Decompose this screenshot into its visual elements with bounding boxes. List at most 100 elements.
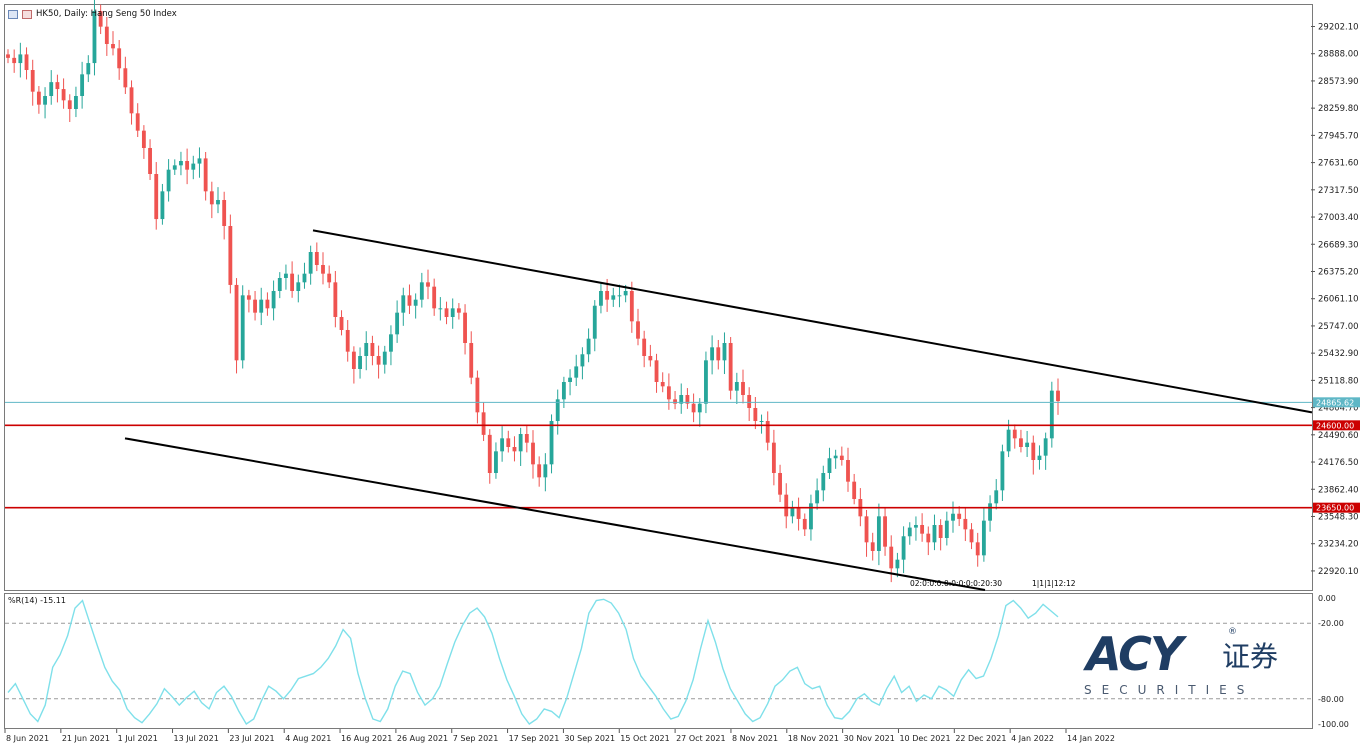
candle-body (1006, 429, 1011, 452)
candle-body (907, 527, 912, 537)
candle-body (876, 516, 881, 551)
candle-body (642, 338, 647, 356)
price-tick-label: 26689.30 (1318, 240, 1359, 250)
candle-body (450, 308, 455, 317)
candle-body (487, 434, 492, 473)
candle-body (481, 412, 486, 435)
candle-body (623, 291, 628, 296)
candle-body (537, 464, 542, 478)
date-tick-label: 15 Oct 2021 (620, 734, 669, 743)
candle-body (617, 295, 622, 297)
candle-body (1037, 455, 1042, 460)
price-tick-label: 26061.10 (1318, 295, 1359, 305)
oscillator-tick-label: -80.00 (1318, 695, 1344, 704)
acy-securities-logo: ACY ® 证券 SECURITIES (1084, 625, 1294, 705)
candle-body (67, 100, 72, 109)
date-tick-label: 30 Sep 2021 (564, 734, 615, 743)
candle-body (889, 546, 894, 569)
candle-body (92, 11, 97, 64)
candle-body (36, 91, 41, 105)
candle-body (253, 299, 257, 313)
candle-body (846, 460, 850, 482)
price-tick-label: 25432.90 (1318, 349, 1359, 359)
candle-body (1043, 438, 1048, 456)
price-tick-label: 24176.50 (1318, 458, 1359, 468)
candle-body (407, 295, 412, 306)
candle-body (395, 312, 400, 335)
price-tick-label: 24804.70 (1318, 404, 1359, 414)
candle-body (852, 481, 857, 499)
level-price-label: 24600.00 (1316, 421, 1354, 430)
candle-body (988, 503, 992, 521)
candle-body (351, 351, 356, 369)
price-tick-label: 28259.80 (1318, 104, 1359, 114)
window-close-icon[interactable] (22, 9, 32, 19)
window-restore-icon[interactable] (8, 9, 18, 19)
candle-body (1000, 451, 1005, 491)
price-tick-label: 28888.00 (1318, 50, 1359, 60)
candle-body (660, 382, 665, 387)
candle-body (512, 447, 517, 452)
candle-body (549, 421, 554, 465)
candle-body (401, 295, 406, 313)
candle-body (543, 464, 548, 478)
date-tick-label: 8 Nov 2021 (732, 734, 778, 743)
date-tick-label: 14 Jan 2022 (1067, 734, 1115, 743)
candle-body (203, 158, 208, 192)
candle-body (129, 87, 134, 114)
candle-body (914, 525, 918, 528)
candle-body (43, 96, 47, 105)
candle-body (24, 54, 29, 70)
price-tick-label: 29202.10 (1318, 22, 1359, 32)
candle-body (1019, 438, 1023, 447)
candle-body (994, 490, 999, 504)
price-tick-label: 25747.00 (1318, 322, 1359, 332)
date-tick-label: 7 Sep 2021 (453, 734, 499, 743)
price-tick-label: 23862.40 (1318, 485, 1359, 495)
candle-body (839, 455, 844, 460)
candle-body (592, 305, 597, 339)
oscillator-frame (4, 593, 1313, 729)
candle-body (938, 525, 943, 538)
candle-body (382, 351, 387, 365)
candle-body (821, 473, 826, 491)
date-tick-label: 8 Jun 2021 (6, 734, 49, 743)
candle-body (926, 533, 931, 543)
candle-body (444, 308, 449, 317)
candle-body (74, 96, 78, 109)
candle-body (1049, 390, 1054, 439)
candle-body (358, 356, 362, 369)
candle-body (271, 291, 276, 309)
candle-body (18, 54, 23, 64)
candle-body (339, 317, 344, 330)
candle-body (728, 343, 733, 391)
candle-body (314, 252, 319, 265)
candle-body (697, 403, 702, 413)
price-tick-label: 27945.70 (1318, 131, 1359, 141)
date-tick-label: 18 Nov 2021 (788, 734, 839, 743)
candle-body (345, 330, 350, 352)
candle-body (685, 395, 690, 404)
logo-main-text: ACY (1086, 627, 1183, 681)
candle-body (302, 273, 307, 283)
event-markers-group1: 02:0:0:0:0:0:0:0:0:20:30 (910, 579, 1002, 588)
candle-body (413, 299, 418, 306)
candle-body (30, 70, 35, 92)
candle-body (815, 490, 820, 504)
candle-body (154, 174, 159, 220)
candle-body (197, 158, 202, 164)
oscillator-tick-label: -20.00 (1318, 619, 1344, 628)
level-price-tag (1313, 502, 1360, 513)
candle-body (555, 399, 560, 421)
candle-body (636, 321, 640, 339)
candle-body (265, 299, 270, 309)
candle-body (104, 26, 109, 44)
candle-body (185, 161, 190, 170)
candle-body (975, 542, 980, 556)
price-tick-label: 27631.60 (1318, 159, 1359, 169)
candle-body (883, 516, 887, 547)
candle-body (771, 442, 776, 473)
candle-body (463, 312, 467, 343)
candle-body (469, 343, 474, 378)
